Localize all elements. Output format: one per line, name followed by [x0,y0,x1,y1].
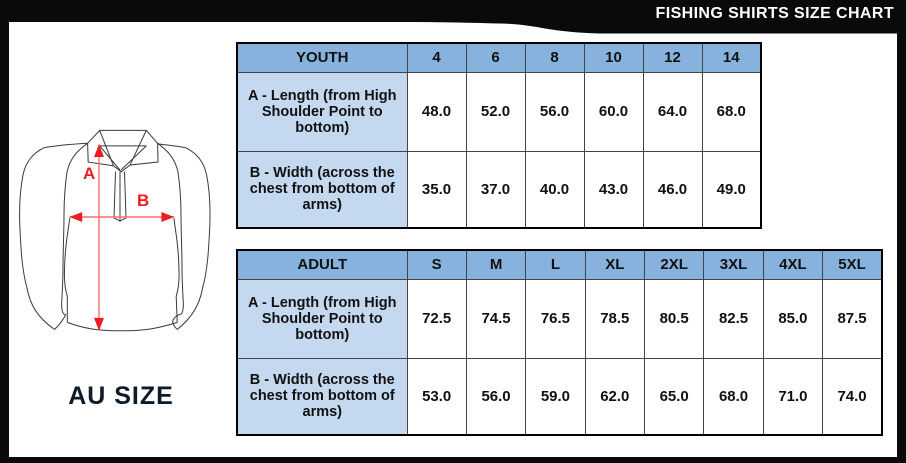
svg-text:B: B [137,191,149,210]
svg-text:A: A [83,164,95,183]
